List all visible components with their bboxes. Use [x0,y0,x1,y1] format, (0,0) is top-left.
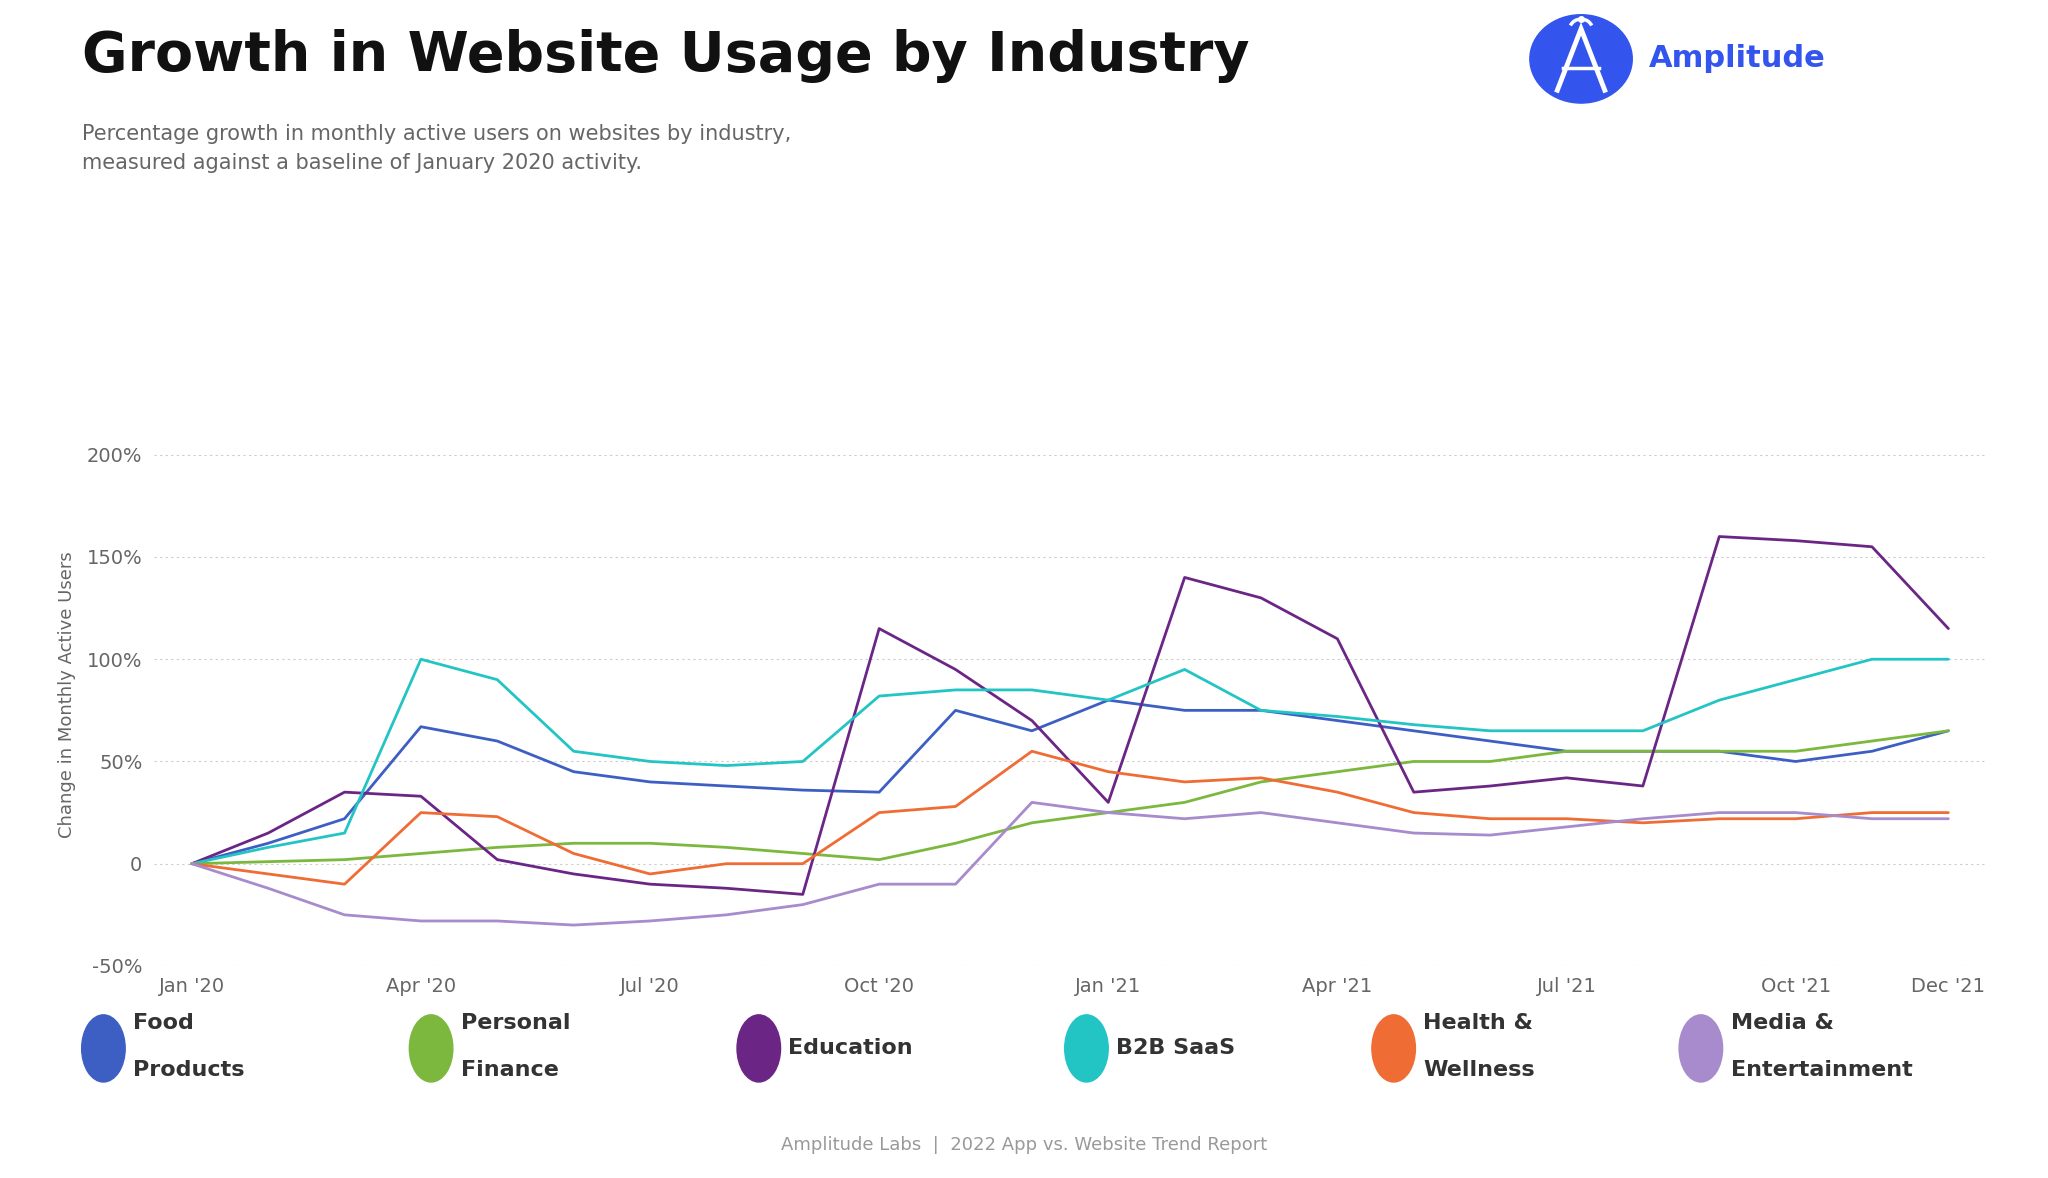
Text: Finance: Finance [461,1060,559,1079]
Ellipse shape [1065,1014,1108,1081]
Ellipse shape [82,1014,125,1081]
Text: B2B SaaS: B2B SaaS [1116,1039,1235,1058]
Ellipse shape [1372,1014,1415,1081]
Circle shape [1530,15,1632,104]
Ellipse shape [737,1014,780,1081]
Text: Personal: Personal [461,1013,569,1032]
Text: Wellness: Wellness [1423,1060,1536,1079]
Text: Products: Products [133,1060,244,1079]
Text: Amplitude Labs  |  2022 App vs. Website Trend Report: Amplitude Labs | 2022 App vs. Website Tr… [780,1137,1268,1154]
Text: Health &: Health & [1423,1013,1534,1032]
Text: Education: Education [788,1039,913,1058]
Text: Food: Food [133,1013,195,1032]
Text: Media &: Media & [1731,1013,1833,1032]
Y-axis label: Change in Monthly Active Users: Change in Monthly Active Users [57,551,76,839]
Ellipse shape [1679,1014,1722,1081]
Ellipse shape [410,1014,453,1081]
Text: Percentage growth in monthly active users on websites by industry,
measured agai: Percentage growth in monthly active user… [82,124,791,173]
Text: Entertainment: Entertainment [1731,1060,1913,1079]
Text: Growth in Website Usage by Industry: Growth in Website Usage by Industry [82,29,1249,84]
Text: Amplitude: Amplitude [1649,45,1825,73]
